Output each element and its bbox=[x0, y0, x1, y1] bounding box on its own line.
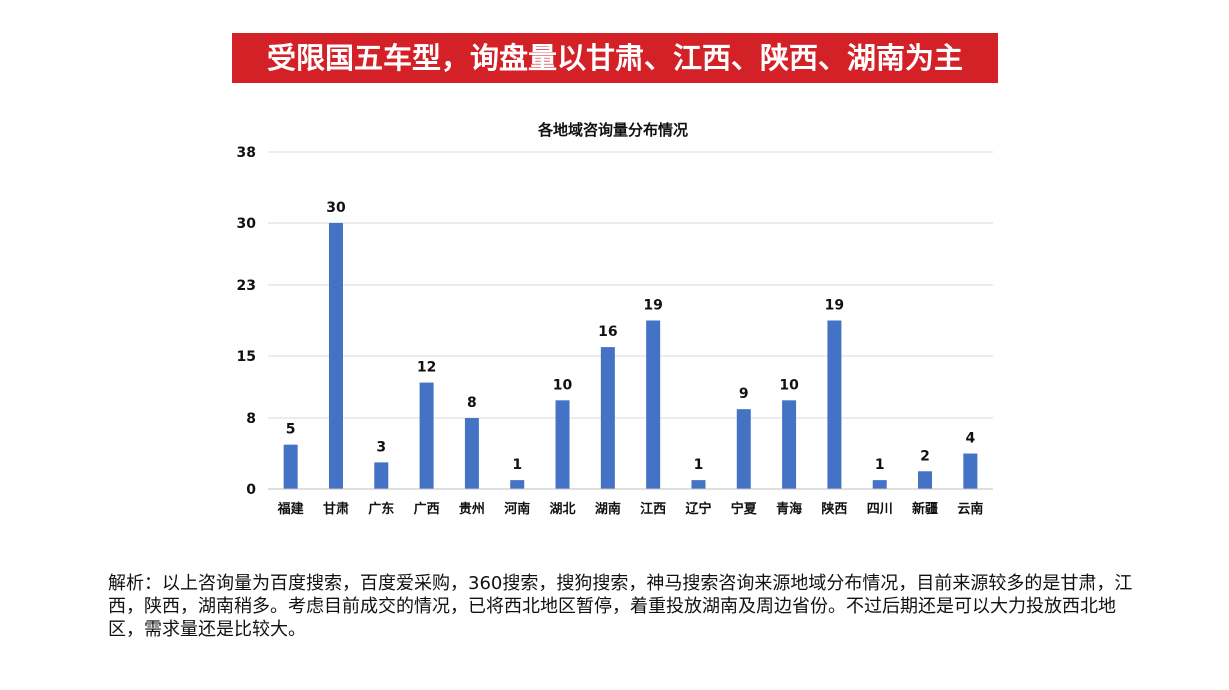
bar bbox=[283, 444, 298, 489]
category-labels: 福建 甘肃 广东 广西 贵州 河南 湖北 湖南 江西 辽宁 宁夏 青海 陕西 四川 新疆 云南 bbox=[277, 501, 984, 517]
bar bbox=[374, 462, 389, 489]
data-label: 2 bbox=[920, 448, 930, 464]
data-label: 19 bbox=[825, 298, 844, 314]
data-label: 3 bbox=[376, 439, 386, 455]
y-tick-label: 0 bbox=[246, 482, 256, 498]
data-label: 4 bbox=[965, 431, 975, 447]
gridlines bbox=[268, 151, 993, 419]
bar bbox=[464, 418, 479, 489]
category-label: 广东 bbox=[368, 501, 394, 517]
bar bbox=[872, 480, 887, 489]
y-tick-label: 38 bbox=[237, 145, 256, 161]
category-label: 陕西 bbox=[821, 501, 847, 517]
y-tick-label: 8 bbox=[246, 411, 256, 427]
page-title: 受限国五车型，询盘量以甘肃、江西、陕西、湖南为主 bbox=[266, 41, 963, 75]
bar bbox=[510, 480, 525, 489]
category-label: 四川 bbox=[867, 502, 893, 517]
chart-title: 各地域咨询量分布情况 bbox=[537, 121, 688, 139]
data-label: 9 bbox=[739, 386, 749, 402]
bar bbox=[827, 320, 842, 489]
category-label: 甘肃 bbox=[323, 501, 349, 517]
category-label: 江西 bbox=[640, 501, 666, 517]
y-tick-label: 23 bbox=[237, 278, 256, 294]
bar bbox=[782, 400, 797, 489]
data-label: 1 bbox=[875, 457, 885, 473]
bar bbox=[646, 320, 661, 489]
bar bbox=[555, 400, 570, 489]
data-label: 1 bbox=[694, 457, 704, 473]
y-tick-label: 15 bbox=[237, 349, 256, 365]
data-label: 30 bbox=[326, 200, 346, 216]
data-label: 10 bbox=[553, 377, 573, 393]
data-label: 1 bbox=[512, 457, 522, 473]
y-tick-label: 30 bbox=[237, 216, 257, 232]
bar bbox=[419, 382, 434, 489]
data-label: 8 bbox=[467, 395, 477, 411]
bar bbox=[691, 480, 706, 489]
category-label: 湖北 bbox=[550, 502, 576, 517]
category-label: 宁夏 bbox=[731, 501, 758, 517]
data-label: 5 bbox=[286, 422, 296, 438]
category-label: 云南 bbox=[957, 501, 983, 517]
bars bbox=[283, 222, 978, 489]
category-label: 青海 bbox=[776, 501, 802, 517]
category-label: 广西 bbox=[414, 501, 440, 517]
y-axis-ticks: 0 8 15 23 30 38 bbox=[237, 145, 257, 498]
data-label: 12 bbox=[417, 360, 436, 376]
data-label: 10 bbox=[779, 377, 799, 393]
bar bbox=[600, 347, 615, 489]
analysis-text: 解析：以上咨询量为百度搜索，百度爱采购，360搜索，搜狗搜索，神马搜索咨询来源地… bbox=[108, 573, 1133, 640]
bar bbox=[918, 471, 933, 489]
data-label: 16 bbox=[598, 324, 617, 340]
bar bbox=[963, 453, 978, 489]
bar bbox=[736, 409, 751, 489]
category-label: 湖南 bbox=[595, 501, 621, 517]
data-label: 19 bbox=[643, 298, 662, 314]
page-title-banner: 受限国五车型，询盘量以甘肃、江西、陕西、湖南为主 bbox=[232, 33, 998, 83]
category-label: 福建 bbox=[277, 501, 304, 517]
category-label: 新疆 bbox=[912, 501, 938, 517]
category-label: 河南 bbox=[504, 501, 530, 517]
category-label: 贵州 bbox=[459, 501, 485, 517]
bar bbox=[328, 222, 343, 489]
category-label: 辽宁 bbox=[685, 501, 711, 517]
